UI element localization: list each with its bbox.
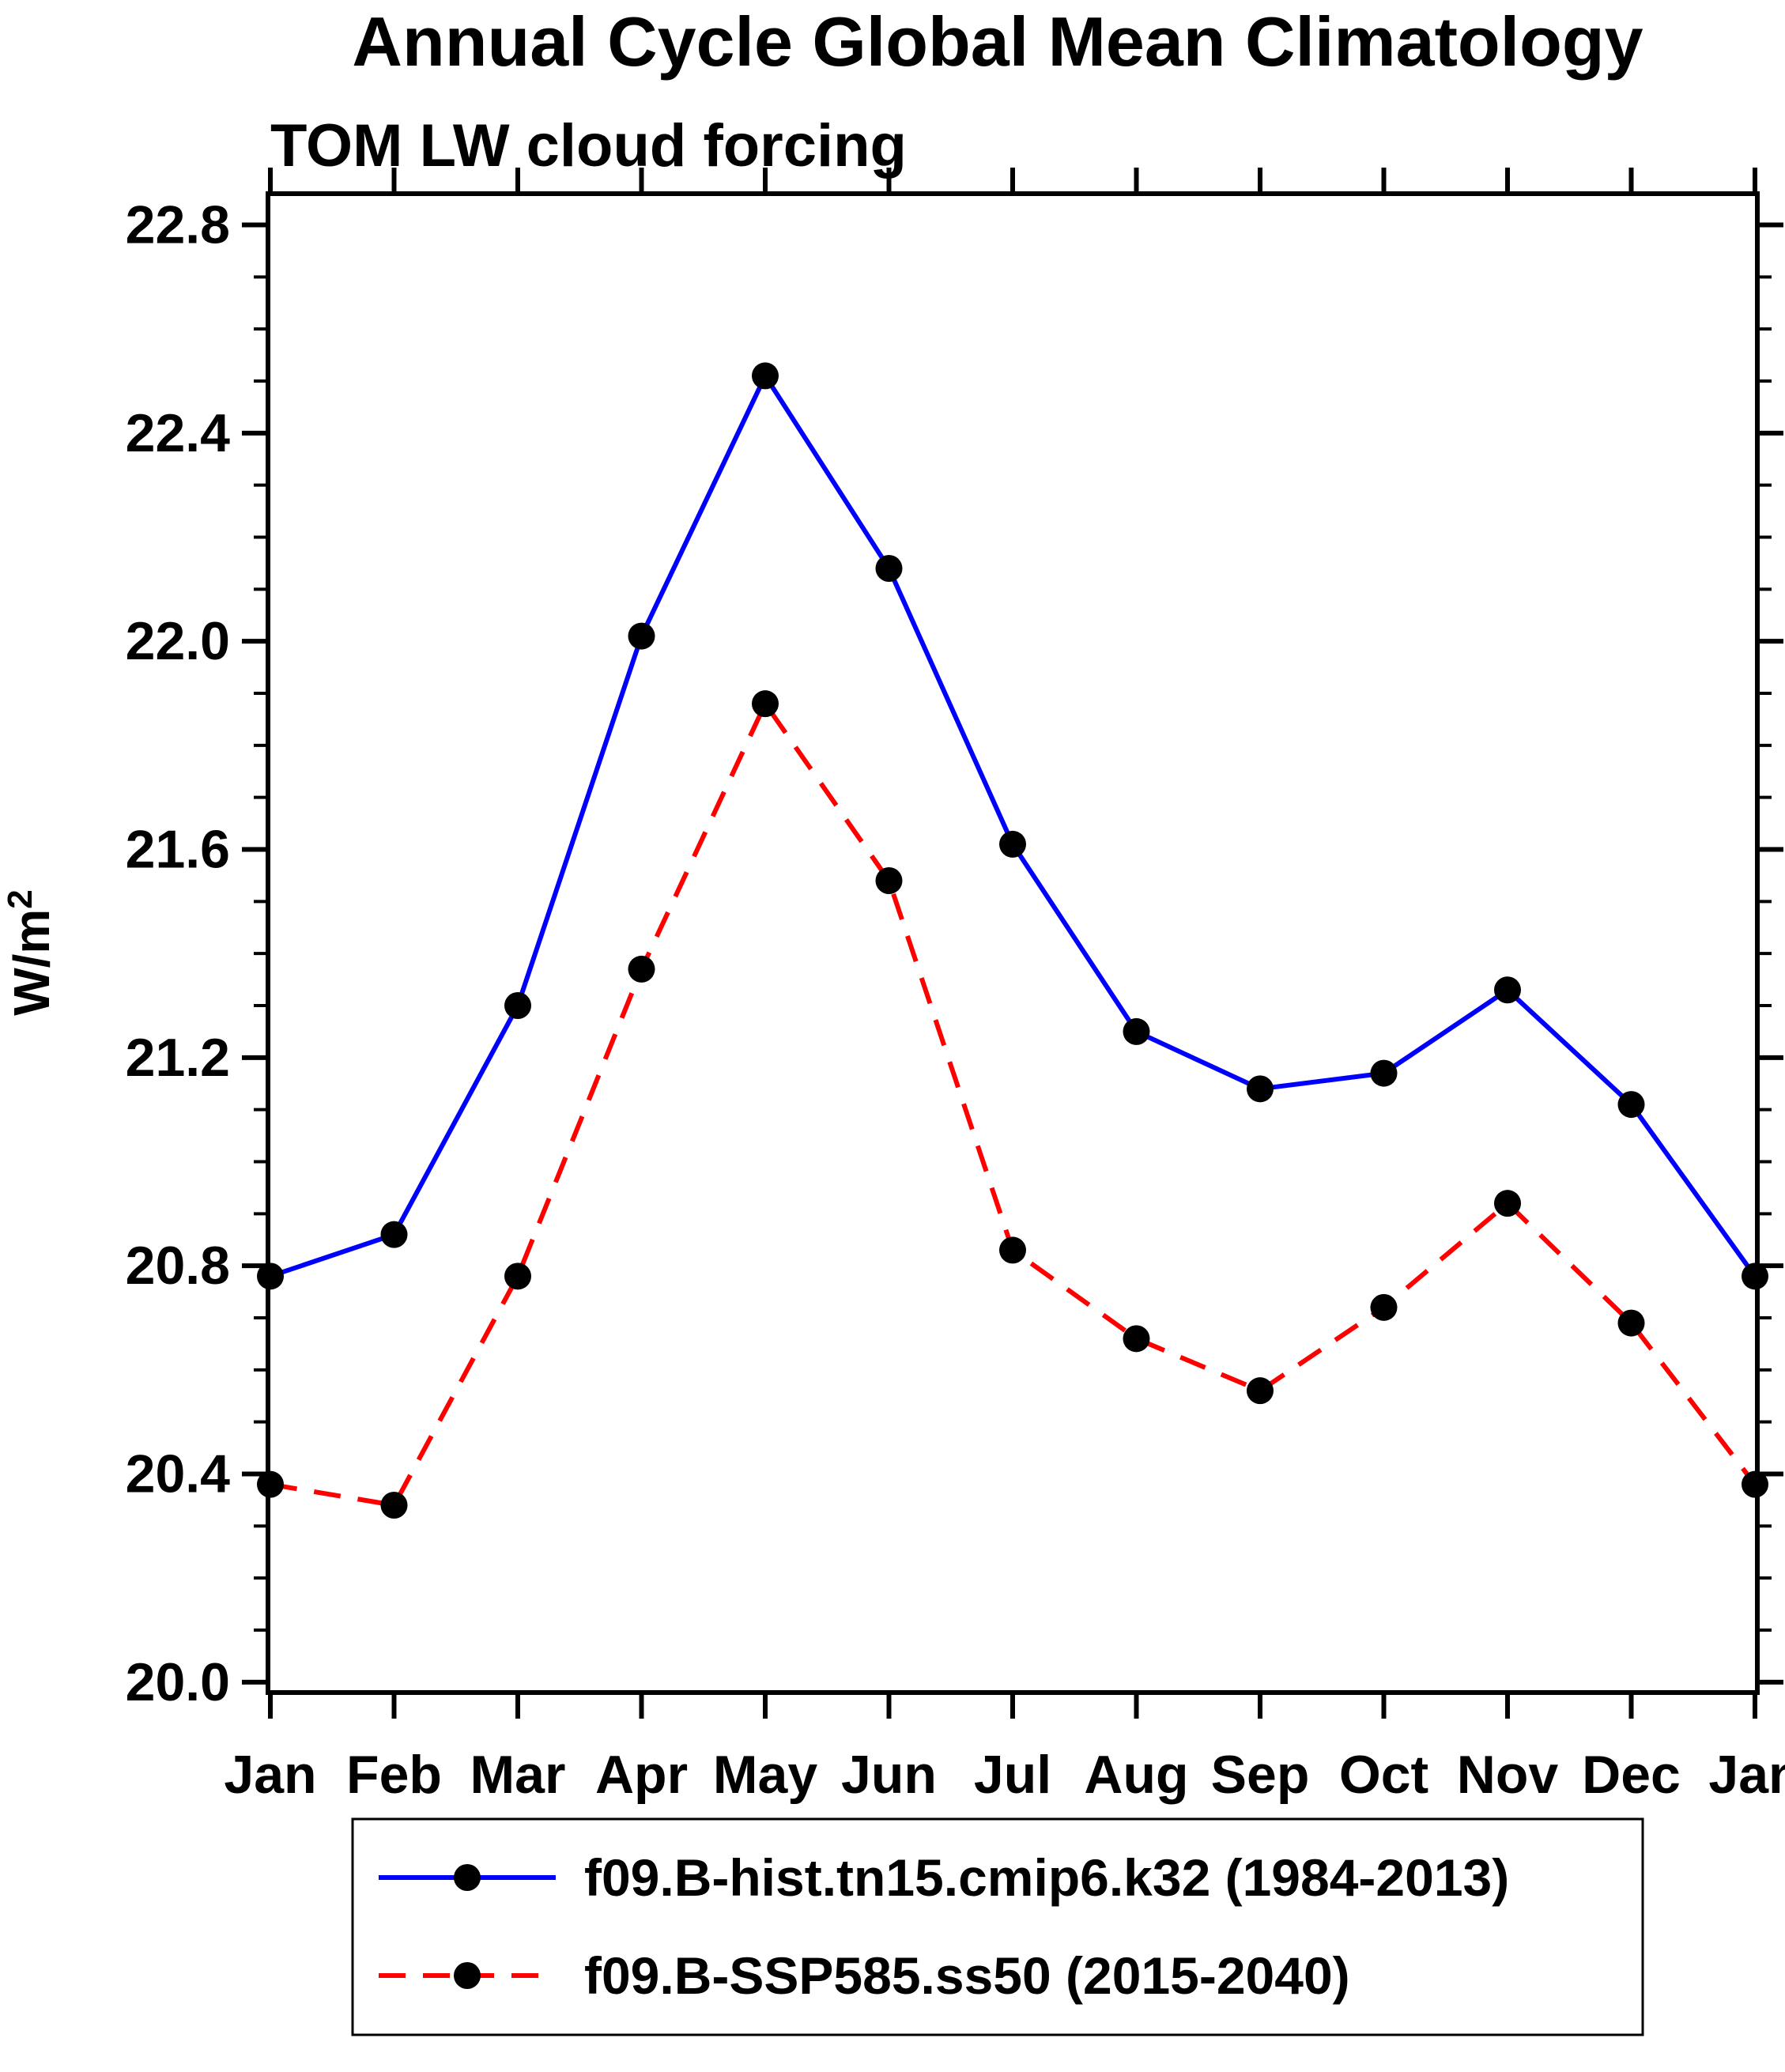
data-point-ssp585	[752, 690, 779, 718]
y-tick-label: 21.6	[126, 820, 230, 880]
y-tick-label: 20.0	[126, 1652, 230, 1712]
data-point-hist	[504, 992, 531, 1019]
legend-label-ssp585: f09.B-SSP585.ss50 (2015-2040)	[584, 1946, 1350, 2005]
x-tick-label: Oct	[1339, 1745, 1428, 1805]
y-tick-label: 20.4	[126, 1444, 231, 1504]
x-tick-label: May	[713, 1745, 817, 1805]
data-point-ssp585	[1247, 1377, 1274, 1405]
data-point-hist	[1370, 1059, 1398, 1087]
data-point-ssp585	[875, 867, 903, 894]
y-tick-label: 21.2	[126, 1028, 230, 1088]
data-point-ssp585	[1494, 1190, 1521, 1217]
y-tick-label: 22.4	[126, 403, 231, 463]
legend-sample-marker-ssp585	[454, 1962, 481, 1989]
data-point-ssp585	[1617, 1309, 1645, 1337]
y-axis-label: W/m2	[1, 889, 60, 1016]
x-tick-label: Jan	[224, 1745, 316, 1805]
x-tick-label: Jun	[841, 1745, 937, 1805]
data-point-hist	[1494, 976, 1521, 1004]
series-line-hist	[270, 371, 1757, 1279]
y-axis-label-superscript: 2	[1, 889, 40, 908]
y-axis-label-base: W/m	[3, 909, 60, 1016]
y-tick-label: 22.0	[126, 611, 230, 671]
x-tick-label: Feb	[346, 1745, 442, 1805]
data-point-ssp585	[1123, 1325, 1150, 1353]
data-point-hist	[1123, 1017, 1150, 1045]
series-line-ssp585	[270, 699, 1757, 1508]
plot-frame-group	[266, 191, 1760, 1695]
axes: 20.0 20.4 20.8 21.2 21.6 22.0 22.4 22.8 Jan Feb Ma…	[126, 168, 1785, 1805]
x-tick-label: Nov	[1457, 1745, 1559, 1805]
legend-sample-marker-hist	[454, 1864, 481, 1891]
data-point-ssp585	[999, 1236, 1026, 1264]
data-point-ssp585	[1370, 1293, 1398, 1321]
data-point-ssp585	[504, 1262, 531, 1290]
legend-label-hist: f09.B-hist.tn15.cmip6.k32 (1984-2013)	[584, 1848, 1509, 1907]
data-point-hist	[1617, 1091, 1645, 1119]
x-tick-label: Jan	[1708, 1745, 1785, 1805]
series-lines	[257, 362, 1768, 1519]
y-tick-label: 20.8	[126, 1236, 230, 1296]
y-tick-label: 22.8	[126, 195, 230, 255]
legend: f09.B-hist.tn15.cmip6.k32 (1984-2013) f0…	[351, 1817, 1644, 2036]
data-point-ssp585	[628, 955, 655, 983]
x-tick-label: Sep	[1211, 1745, 1310, 1805]
data-point-hist	[875, 555, 903, 582]
x-tick-label: Jul	[974, 1745, 1051, 1805]
legend-box	[351, 1817, 1644, 2036]
chart-title: Annual Cycle Global Mean Climatology	[352, 2, 1643, 81]
data-point-hist	[999, 830, 1026, 858]
data-point-ssp585	[380, 1492, 408, 1519]
x-tick-label: Dec	[1582, 1745, 1681, 1805]
data-point-hist	[628, 622, 655, 650]
x-tick-label: Aug	[1084, 1745, 1188, 1805]
data-point-hist	[1247, 1075, 1274, 1103]
x-tick-label: Apr	[595, 1745, 688, 1805]
x-tick-label: Mar	[470, 1745, 566, 1805]
data-point-hist	[752, 362, 779, 390]
legend-samples	[379, 1864, 556, 1989]
plot-frame	[266, 191, 1760, 1695]
chart-subtitle: TOM LW cloud forcing	[270, 112, 907, 179]
data-point-hist	[380, 1221, 408, 1248]
